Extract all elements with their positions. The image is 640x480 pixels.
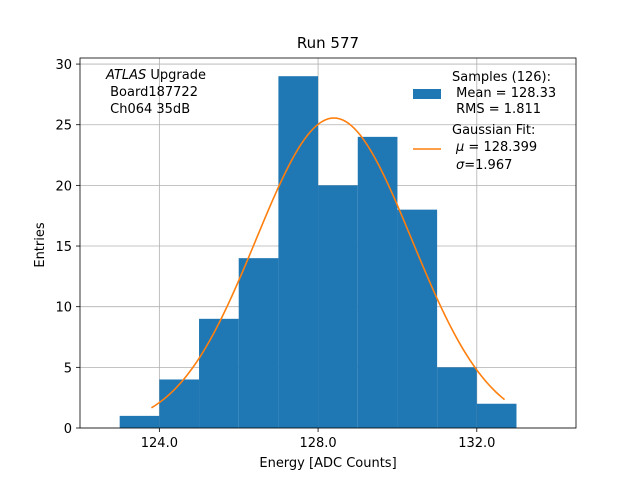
legend-sigma-symbol: σ	[456, 158, 465, 173]
legend-mu-value: = 128.399	[464, 140, 537, 155]
legend-sigma-value: =1.967	[464, 158, 512, 173]
legend-fit-sigma: σ=1.967	[456, 158, 512, 173]
axis-ticks: 124.0 128.0 132.0 0 5 10 15 20 25 30	[55, 58, 495, 451]
legend-fit-title: Gaussian Fit:	[452, 123, 535, 138]
histogram-bar-5	[318, 185, 358, 428]
histogram-bars	[119, 76, 517, 429]
chart-title: Run 577	[297, 34, 359, 52]
histogram-bar-6	[357, 136, 398, 428]
annotation-atlas: ATLAS	[105, 68, 146, 83]
x-tick-label-2: 132.0	[458, 436, 495, 451]
legend-samples-title: Samples (126):	[452, 70, 551, 85]
axes-frame	[79, 57, 577, 429]
y-axis-label: Entries	[33, 222, 48, 268]
legend-swatch-samples	[413, 89, 441, 99]
legend-fit-mu: μ = 128.399	[455, 140, 537, 155]
gaussian-fit-curve	[150, 117, 506, 409]
y-tick-label-6: 30	[55, 58, 72, 73]
annotation-line-1: ATLAS Upgrade	[105, 68, 206, 83]
y-tick-label-1: 5	[64, 361, 72, 376]
histogram-bar-7	[397, 209, 438, 428]
legend-samples-mean: Mean = 128.33	[452, 86, 556, 101]
legend-mu-symbol: μ	[455, 140, 464, 155]
y-tick-label-5: 25	[55, 119, 72, 134]
y-tick-label-0: 0	[64, 422, 72, 437]
annotation-upgrade: Upgrade	[146, 68, 206, 83]
legend: Samples (126): Mean = 128.33 RMS = 1.811…	[413, 70, 556, 173]
histogram-bar-0	[119, 415, 160, 428]
histogram-bar-2	[199, 318, 239, 428]
histogram-bar-3	[238, 258, 279, 428]
y-tick-label-3: 15	[55, 240, 72, 255]
y-tick-label-2: 10	[55, 301, 72, 316]
run-annotation: ATLAS Upgrade Board187722 Ch064 35dB	[105, 68, 206, 117]
histogram-bar-9	[476, 403, 517, 428]
annotation-line-2: Board187722	[106, 85, 198, 100]
gaussian-fit	[150, 117, 506, 409]
annotation-line-3: Ch064 35dB	[106, 102, 190, 117]
x-tick-label-1: 128.0	[299, 436, 336, 451]
histogram-bar-4	[278, 76, 319, 429]
legend-samples-rms: RMS = 1.811	[452, 102, 541, 117]
histogram-bar-8	[437, 367, 477, 428]
x-axis-label: Energy [ADC Counts]	[259, 456, 396, 471]
histogram-bar-1	[159, 379, 200, 428]
x-tick-label-0: 124.0	[141, 436, 178, 451]
y-tick-label-4: 20	[55, 179, 72, 194]
